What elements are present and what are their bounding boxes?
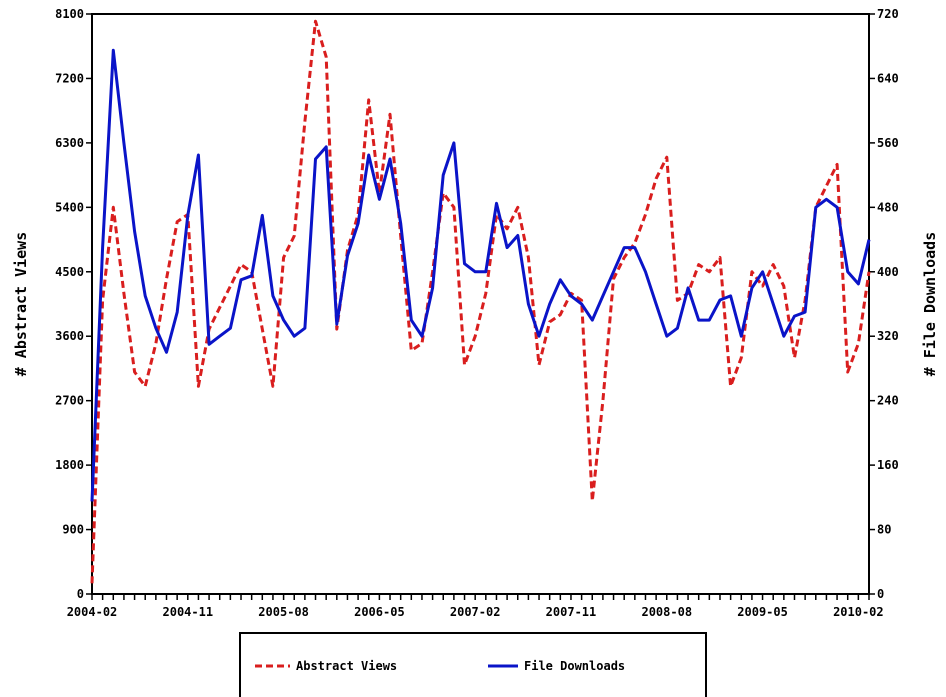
y-right-tick-label: 240 [877, 394, 899, 408]
y-right-tick-label: 320 [877, 329, 899, 343]
x-tick-label: 2010-02 [833, 605, 884, 619]
y-right-tick-label: 640 [877, 71, 899, 85]
series-line-abstract-views [90, 19, 871, 584]
x-tick-label: 2004-11 [163, 605, 214, 619]
y-right-tick-label: 0 [877, 587, 884, 601]
y-axis-left: 0 900 1800 2700 3600 4500 5400 6300 7200 8100 [55, 7, 92, 601]
y-right-tick-label: 720 [877, 7, 899, 21]
series-layer [90, 19, 871, 584]
y-axis-right-title: # File Downloads [921, 232, 939, 377]
x-tick-label: 2007-02 [450, 605, 501, 619]
x-tick-label: 2006-05 [354, 605, 405, 619]
legend-box [239, 632, 707, 697]
y-left-tick-label: 4500 [55, 265, 84, 279]
plot-area [91, 13, 870, 595]
series-line-file-downloads [90, 48, 871, 502]
y-right-tick-label: 560 [877, 136, 899, 150]
x-tick-label: 2007-11 [546, 605, 597, 619]
y-left-tick-label: 6300 [55, 136, 84, 150]
y-left-tick-label: 1800 [55, 458, 84, 472]
y-axis-right: 0 80 160 240 320 400 480 560 640 720 [869, 7, 899, 601]
x-axis: 2004-02 2004-11 2005-08 2006-05 2007-02 2007-… [67, 594, 884, 619]
x-tick-label: 2009-05 [737, 605, 788, 619]
x-tick-label: 2008-08 [641, 605, 692, 619]
legend: Abstract Views File Downloads [239, 632, 707, 697]
legend-label-abstract-views: Abstract Views [296, 659, 397, 673]
y-left-tick-label: 8100 [55, 7, 84, 21]
y-right-tick-label: 480 [877, 200, 899, 214]
y-left-tick-label: 7200 [55, 71, 84, 85]
y-left-tick-label: 5400 [55, 200, 84, 214]
y-left-tick-label: 900 [62, 523, 84, 537]
x-tick-label: 2005-08 [258, 605, 309, 619]
y-left-tick-label: 3600 [55, 329, 84, 343]
legend-label-file-downloads: File Downloads [524, 659, 625, 673]
y-left-tick-label: 2700 [55, 394, 84, 408]
y-axis-left-title: # Abstract Views [12, 232, 30, 377]
x-tick-label: 2004-02 [67, 605, 118, 619]
y-left-tick-label: 0 [77, 587, 84, 601]
y-right-tick-label: 400 [877, 265, 899, 279]
y-right-tick-label: 160 [877, 458, 899, 472]
y-right-tick-label: 80 [877, 523, 891, 537]
